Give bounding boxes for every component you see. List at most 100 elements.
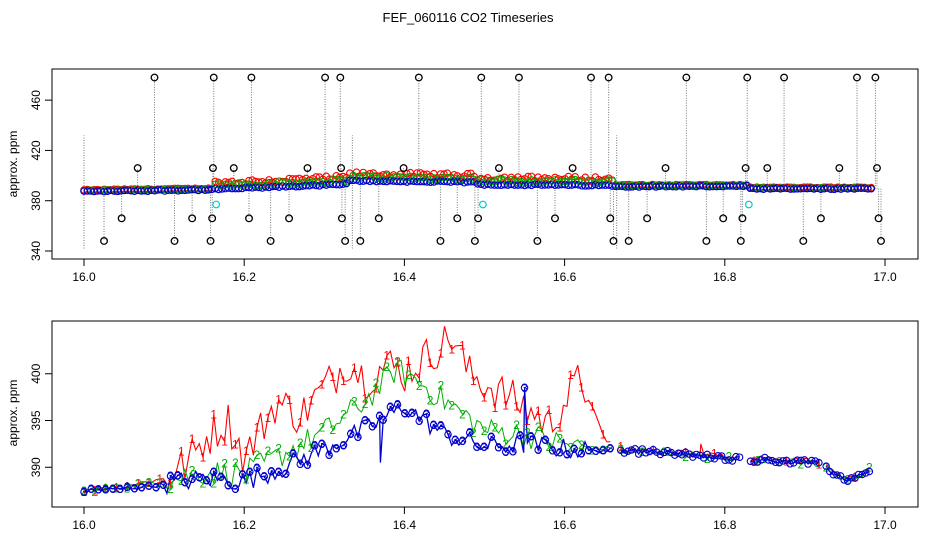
panel2-point-series-3 (674, 449, 683, 457)
panel2-point-series-3 (487, 433, 496, 441)
panel2-point-label-series-2: 2 (102, 481, 109, 495)
panel2-point-label-series-1: 1 (124, 480, 131, 494)
panel2-point-label-series-2: 2 (481, 424, 488, 438)
panel2-point-label-series-1: 1 (852, 470, 859, 484)
panel2-point-label-series-3: 3 (549, 444, 556, 458)
panel2-point-label-series-2: 2 (124, 482, 131, 496)
panel2-point-series-3 (238, 470, 247, 479)
panel2-point-label-series-2: 2 (600, 443, 607, 457)
panel1-outlier-point (738, 214, 747, 223)
panel2-point-label-series-1: 1 (427, 356, 434, 370)
panel2-point-label-series-2: 2 (275, 442, 282, 456)
panel2-point-series-3 (548, 446, 557, 455)
panel2-point-label-series-1: 1 (167, 477, 174, 491)
panel2-point-label-series-3: 3 (438, 419, 445, 433)
panel2-point-label-series-1: 1 (221, 434, 228, 448)
panel2-point-series-3 (123, 483, 132, 491)
panel2-point-series-3 (750, 458, 758, 466)
co2-timeseries-panel: 16.0 16.2 16.4 16.6 16.8 17.0 340 380 420 460 ap… (6, 68, 919, 284)
panel2-point-label-series-3: 3 (376, 409, 383, 423)
panel2-point-label-series-2: 2 (210, 477, 217, 491)
panel2-point-series-3 (173, 471, 182, 480)
panel1-point-series-3 (864, 185, 872, 193)
panel2-point-label-series-3: 3 (416, 414, 423, 428)
panel1-point-series-1 (248, 176, 256, 184)
panel2-line-series-3 (620, 447, 870, 482)
panel2-point-series-3 (145, 482, 153, 490)
panel2-point-label-series-3: 3 (102, 483, 109, 497)
panel1-outlier-point (247, 73, 256, 82)
panel2-point-series-3 (779, 457, 787, 465)
panel1-frame (51, 68, 919, 260)
panel1-outlier-point (453, 214, 462, 223)
panel2-point-series-3 (592, 447, 600, 455)
panel2-point-series-3 (494, 443, 503, 452)
panel2-point-series-3 (422, 410, 431, 418)
panel1-x-tick-label: 16.4 (393, 270, 417, 284)
panel1-outlier-point (604, 73, 613, 82)
panel2-point-label-series-2: 2 (556, 431, 563, 445)
panel1-outlier-point (337, 164, 346, 172)
panel1-outlier-point (100, 236, 108, 245)
panel1-outlier-point (799, 236, 808, 245)
panel2-point-label-series-3: 3 (297, 457, 304, 471)
panel2-point-label-series-2: 2 (823, 460, 830, 474)
panel2-point-label-series-1: 1 (319, 377, 326, 391)
panel2-x-tick-label: 16.6 (553, 518, 577, 532)
panel2-point-series-3 (210, 468, 218, 476)
panel2-point-series-3 (793, 456, 802, 464)
panel2-point-label-series-1: 1 (470, 374, 477, 388)
panel2-point-label-series-1: 1 (243, 444, 250, 458)
panel1-outlier-point (229, 164, 238, 172)
panel2-point-series-3 (599, 446, 607, 455)
panel1-outlier-point (702, 236, 711, 245)
panel2-point-label-series-3: 3 (174, 469, 181, 483)
panel2-point-series-3 (631, 445, 639, 453)
panel2-point-label-series-2: 2 (264, 444, 271, 458)
panel2-point-label-series-2: 2 (200, 476, 207, 490)
panel2-point-label-series-2: 2 (167, 482, 174, 496)
panel2-point-label-series-1: 1 (113, 480, 120, 494)
panel2-point-series-3 (541, 436, 550, 444)
panel2-point-series-3 (854, 470, 863, 479)
panel2-point-series-3 (728, 457, 737, 465)
panel1-outlier-point (568, 164, 577, 172)
panel2-point-series-3 (325, 451, 333, 459)
panel2-point-series-3 (746, 457, 755, 466)
panel2-point-label-series-1: 1 (438, 347, 445, 361)
panel2-point-label-series-1: 1 (481, 390, 488, 404)
panel2-point-series-3 (224, 481, 232, 490)
panel2-point-label-series-1: 1 (492, 401, 499, 415)
panel2-point-label-series-2: 2 (546, 440, 553, 454)
panel1-outlier-point (321, 73, 330, 82)
panel2-point-label-series-3: 3 (160, 478, 167, 492)
panel2-point-label-series-2: 2 (427, 393, 434, 407)
panel2-point-label-series-1: 1 (448, 342, 455, 356)
panel2-point-label-series-3: 3 (535, 443, 542, 457)
panel2-point-label-series-1: 1 (351, 361, 358, 375)
panel2-point-series-3 (152, 483, 160, 492)
panel2-point-label-series-3: 3 (571, 442, 578, 456)
panel2-point-label-series-2: 2 (81, 484, 88, 498)
panel2-point-label-series-3: 3 (481, 440, 488, 454)
panel2-point-label-series-2: 2 (448, 398, 455, 412)
panel2-point-label-series-3: 3 (542, 433, 549, 447)
panel2-point-label-series-3: 3 (466, 426, 473, 440)
panel2-point-label-series-3: 3 (218, 470, 225, 484)
panel1-outlier-point (170, 236, 179, 245)
panel2-point-series-3 (386, 403, 395, 411)
panel2-point-label-series-2: 2 (578, 438, 585, 452)
panel1-data (80, 73, 885, 249)
panel1-y-tick-label: 460 (29, 90, 43, 110)
panel2-point-label-series-3: 3 (340, 438, 347, 452)
panel2-point-label-series-2: 2 (243, 472, 250, 486)
panel2-point-series-3 (137, 483, 146, 492)
panel2-point-label-series-3: 3 (254, 461, 261, 475)
panel2-point-label-series-3: 3 (401, 406, 408, 420)
panel2-point-label-series-3: 3 (182, 475, 189, 489)
panel2-point-label-series-1: 1 (567, 368, 574, 382)
panel2-point-label-series-1: 1 (600, 427, 607, 441)
panel1-outlier-point (209, 73, 218, 82)
